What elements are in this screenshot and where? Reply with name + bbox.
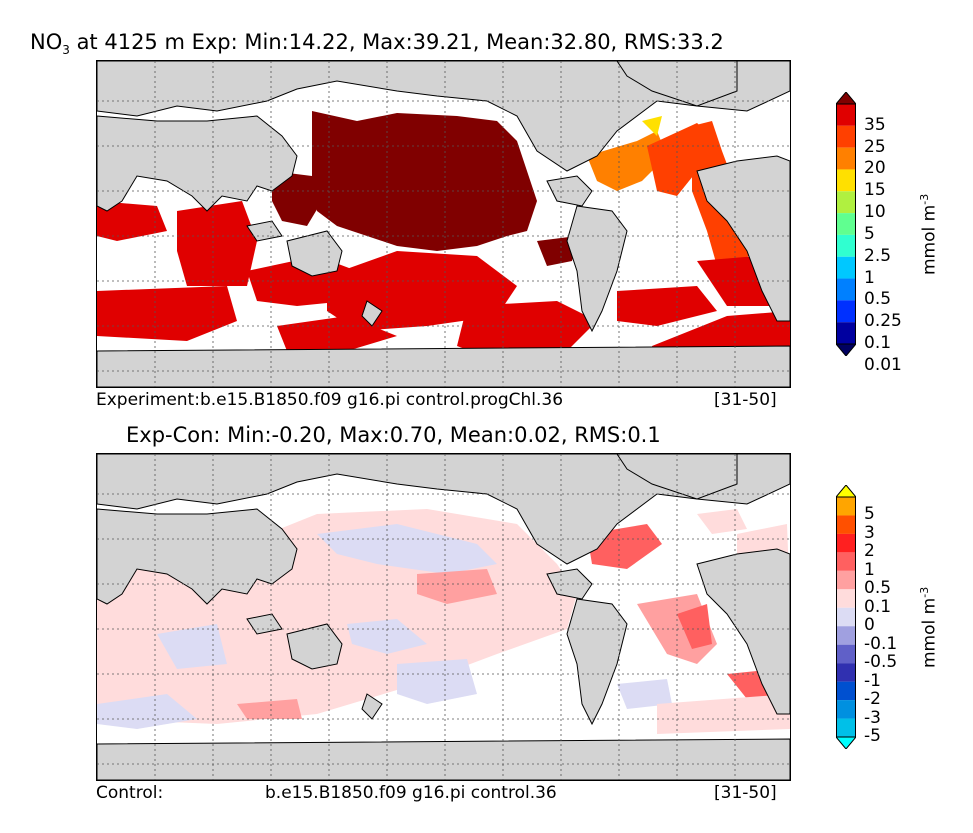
bottom-graticule (97, 454, 790, 780)
top-colorbar-tick-label: 0.1 (864, 333, 892, 353)
top-colorbar-segment (836, 125, 856, 148)
bottom-colorbar-tick-label: 3 (864, 522, 875, 543)
top-colorbar-segment (836, 213, 856, 235)
top-land (97, 61, 790, 387)
top-colorbar-tick-label: 0.01 (864, 354, 902, 375)
bottom-colorbar-tick-label: 0.5 (864, 578, 892, 599)
bottom-colorbar-segment (836, 663, 856, 682)
bottom-colorbar-max-extension (834, 484, 858, 498)
top-colorbar-min-extension (834, 343, 858, 357)
top-colorbar-frame (836, 103, 856, 345)
bottom-colorbar-segment (836, 700, 856, 719)
top-colorbar-tick-label: 10 (864, 202, 886, 223)
top-colorbar-tick-label: 15 (864, 180, 886, 201)
bottom-colorbar-tick-label: 1 (864, 559, 875, 580)
bottom-colorbar-segment (836, 533, 856, 553)
bottom-colorbar-segment (836, 607, 856, 627)
bottom-colorbar-frame (836, 496, 856, 738)
top-colorbar-segment (836, 147, 856, 170)
top-panel-title: NO3 at 4125 m Exp: Min:14.22, Max:39.21,… (30, 30, 724, 58)
bottom-colorbar-segment (836, 681, 856, 701)
bottom-colorbar-tick-label: -2 (864, 689, 881, 710)
top-colorbar-segment (836, 278, 856, 301)
bottom-colorbar-segment (836, 515, 856, 534)
top-colorbar-tick-label: 20 (864, 158, 886, 179)
top-colorbar-segment (836, 104, 856, 126)
bottom-map-canvas (97, 454, 790, 780)
top-colorbar-tick-label: 1 (864, 267, 875, 288)
top-colorbar-tick-label: 35 (864, 114, 886, 135)
top-colorbar-segment (836, 256, 856, 279)
bottom-footer-mid: b.e15.B1850.f09 g16.pi control.36 (265, 783, 557, 803)
bottom-colorbar-tick-label: -0.5 (864, 652, 898, 673)
bottom-colorbar-min-extension (834, 736, 858, 750)
bottom-colorbar-tick-label: 0.1 (864, 596, 892, 617)
bottom-colorbar-units: mmol m-3 (918, 586, 940, 668)
bottom-map (96, 453, 791, 781)
bottom-colorbar-segment (836, 552, 856, 571)
top-colorbar-tick-label: 25 (864, 136, 886, 157)
top-colorbar-tick-label: 0.5 (864, 289, 892, 310)
top-colorbar-tick-label: 2.5 (864, 245, 892, 266)
bottom-land (97, 454, 790, 780)
top-footer-right: [31-50] (714, 390, 777, 410)
bottom-colorbar-segment (836, 718, 856, 737)
top-colorbar-segment (836, 234, 856, 257)
bottom-colorbar-tick-label: -1 (864, 670, 881, 691)
bottom-colorbar-svg (834, 484, 858, 750)
top-colorbar-tick-label: 0.25 (864, 311, 902, 332)
top-colorbar-segment (836, 191, 856, 214)
bottom-footer-left: Control: (96, 783, 164, 803)
top-colorbar-segment (836, 300, 856, 323)
bottom-colorbar-segment (836, 497, 856, 516)
bottom-colorbar-segment (836, 644, 856, 664)
top-graticule (97, 61, 790, 387)
bottom-colorbar-tick-label: 0 (864, 615, 875, 636)
top-colorbar-svg (834, 91, 858, 357)
bottom-colorbar-tick-label: 2 (864, 541, 875, 562)
bottom-colorbar-tick-label: -5 (864, 726, 881, 746)
bottom-colorbar-segment (836, 570, 856, 590)
top-colorbar (834, 91, 858, 357)
bottom-panel-title: Exp-Con: Min:-0.20, Max:0.70, Mean:0.02,… (126, 423, 661, 447)
top-footer-left: Experiment:b.e15.B1850.f09 g16.pi contro… (96, 390, 564, 410)
bottom-colorbar (834, 484, 858, 750)
top-colorbar-tick-label: 5 (864, 223, 875, 244)
top-map (96, 60, 791, 388)
bottom-colorbar-tick-label: 5 (864, 504, 875, 525)
bottom-colorbar-segment (836, 589, 856, 608)
top-colorbar-segment (836, 169, 856, 192)
top-colorbar-segment (836, 322, 856, 344)
top-colorbar-max-extension (834, 91, 858, 105)
bottom-colorbar-tick-label: -3 (864, 707, 881, 728)
top-map-canvas (97, 61, 790, 387)
bottom-colorbar-tick-label: -0.1 (864, 633, 898, 654)
top-colorbar-units: mmol m-3 (918, 193, 940, 275)
bottom-footer-right: [31-50] (714, 783, 777, 803)
bottom-colorbar-segment (836, 626, 856, 645)
